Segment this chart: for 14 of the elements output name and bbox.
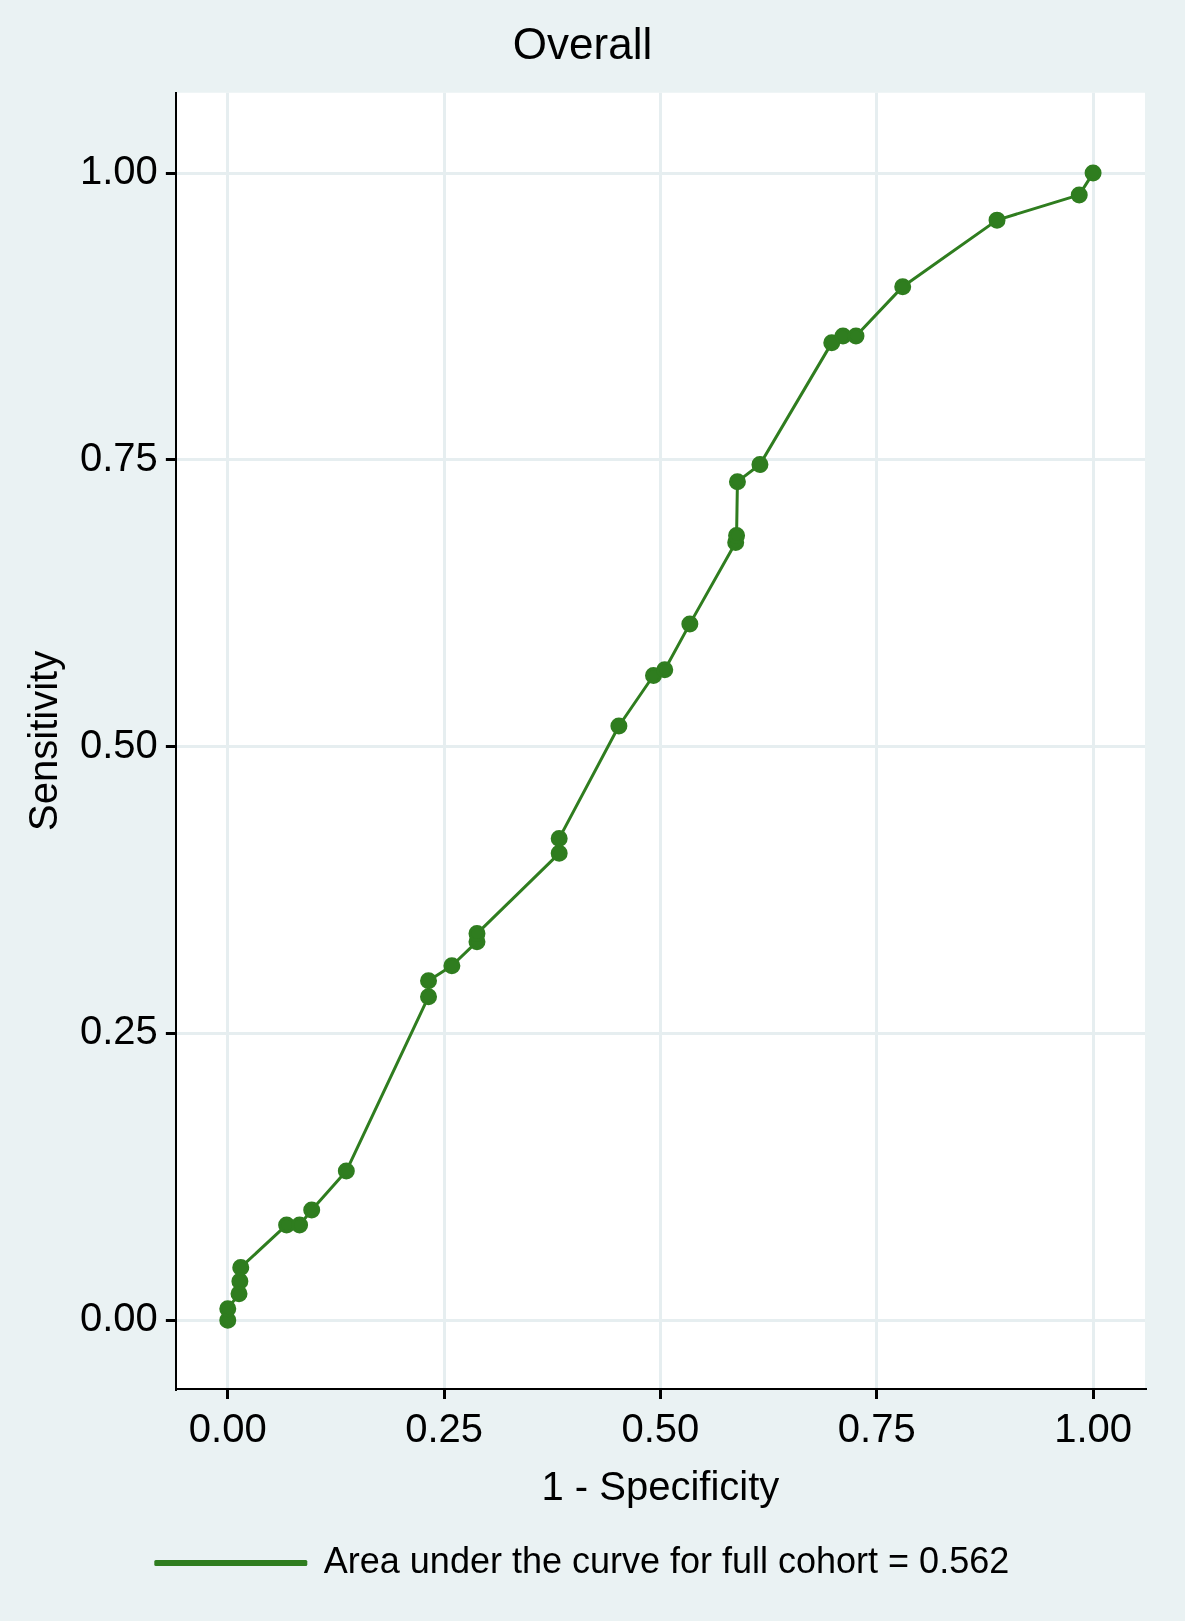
x-tick-label: 0.00 [188,1406,267,1451]
legend-label: Area under the curve for full cohort = 0.562 [323,1539,1010,1581]
y-axis-title: Sensitivity [21,650,66,831]
x-tick-label: 0.25 [405,1406,484,1451]
y-tick-label: 0.25 [79,1008,158,1053]
chart-title: Overall [512,18,653,68]
x-tick-label: 1.00 [1054,1406,1133,1451]
y-tick-label: 0.75 [79,434,158,479]
y-tick-label: 0.00 [79,1295,158,1340]
y-tick-label: 0.50 [79,721,158,766]
y-tick-label: 1.00 [79,148,158,193]
x-tick-label: 0.50 [621,1406,700,1451]
x-tick-label: 0.75 [837,1406,916,1451]
x-axis-title: 1 - Specificity [541,1464,780,1509]
